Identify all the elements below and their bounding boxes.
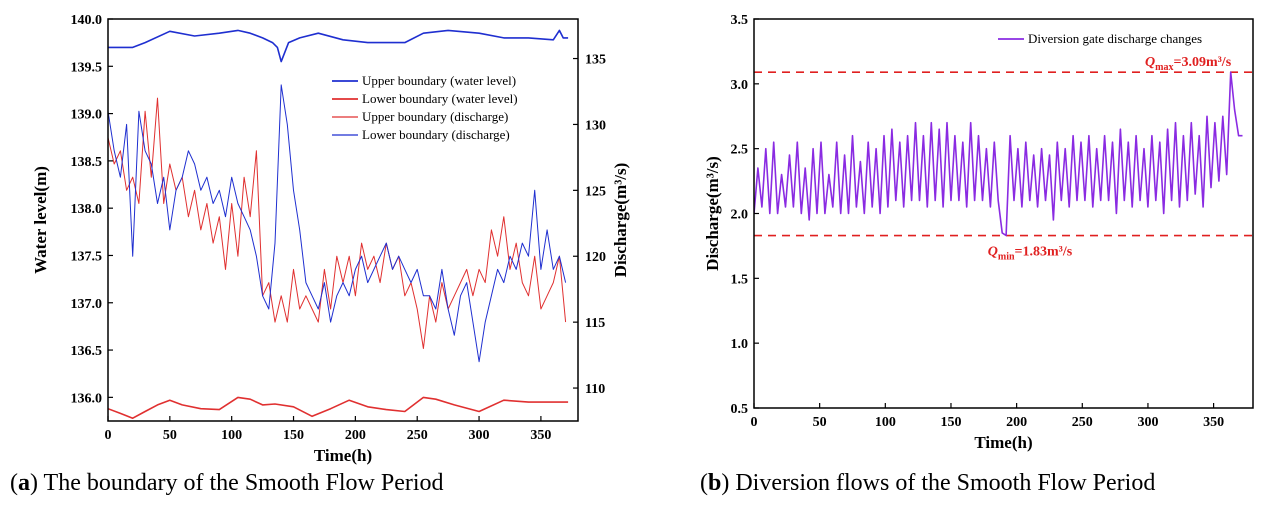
series-line-0 [108, 29, 569, 63]
y2-tick-label: 135 [585, 53, 606, 68]
y-tick-label: 138.5 [71, 155, 103, 170]
y-tick-label: 138.0 [71, 202, 103, 217]
legend-label-1: Lower boundary (water level) [362, 91, 518, 106]
x-axis-label: Time(h) [314, 446, 372, 465]
y-axis-label: Water level(m) [31, 166, 50, 274]
y2-tick-label: 110 [585, 382, 605, 397]
legend: Upper boundary (water level) Lower bounda… [332, 73, 518, 142]
y-tick-label: 0.5 [731, 402, 749, 417]
x-tick-label: 150 [940, 415, 961, 430]
series-line-1 [108, 396, 569, 420]
series-line-2 [108, 97, 567, 349]
x-tick-label: 300 [469, 428, 490, 443]
reference-label-1: Qmin=1.83m³/s [988, 245, 1073, 263]
legend: Diversion gate discharge changes [998, 31, 1202, 46]
y2-tick-label: 115 [585, 316, 605, 331]
x-tick-label: 300 [1137, 415, 1158, 430]
y-tick-label: 2.0 [731, 208, 749, 223]
y-tick-label: 136.5 [71, 344, 103, 359]
legend-label-0: Upper boundary (water level) [362, 73, 516, 88]
series-line-0 [754, 71, 1243, 237]
y-tick-label: 3.5 [731, 13, 749, 28]
x-tick-label: 100 [875, 415, 896, 430]
x-tick-label: 200 [345, 428, 366, 443]
chart-0: 0 50 100 150 200 250 300 350 136.0 136.5 137.0 137.… [31, 13, 630, 465]
y-tick-label: 139.5 [71, 60, 103, 75]
y-tick-label: 140.0 [71, 13, 103, 28]
y2-tick-label: 125 [585, 184, 606, 199]
y2-axis-label: Discharge(m³/s) [611, 163, 630, 278]
plot-frame [107, 18, 579, 422]
y-tick-label: 137.0 [71, 297, 103, 312]
plot-frame [753, 18, 1254, 409]
y-tick-label: 1.0 [731, 337, 749, 352]
x-tick-label: 0 [751, 415, 758, 430]
series-line-3 [108, 84, 567, 363]
legend-label-2: Upper boundary (discharge) [362, 109, 508, 124]
legend-label-0: Diversion gate discharge changes [1028, 31, 1202, 46]
y2-tick-label: 130 [585, 118, 606, 133]
reference-label-0: Qmax=3.09m³/s [1145, 55, 1232, 73]
y-tick-label: 136.0 [71, 391, 103, 406]
x-tick-label: 350 [530, 428, 551, 443]
x-tick-label: 50 [813, 415, 827, 430]
y-tick-label: 3.0 [731, 78, 749, 93]
x-tick-label: 100 [221, 428, 242, 443]
x-tick-label: 350 [1203, 415, 1224, 430]
x-tick-label: 150 [283, 428, 304, 443]
y-tick-label: 2.5 [731, 143, 749, 158]
x-axis-label: Time(h) [974, 433, 1032, 452]
y2-tick-label: 120 [585, 250, 606, 265]
x-tick-label: 250 [1072, 415, 1093, 430]
x-tick-label: 250 [407, 428, 428, 443]
x-tick-label: 200 [1006, 415, 1027, 430]
legend-label-3: Lower boundary (discharge) [362, 127, 510, 142]
y-tick-label: 137.5 [71, 249, 103, 264]
caption-a: (a) The boundary of the Smooth Flow Peri… [10, 470, 444, 496]
y-axis-label: Discharge(m³/s) [703, 156, 722, 271]
y-tick-label: 139.0 [71, 108, 103, 123]
y-tick-label: 1.5 [731, 272, 749, 287]
caption-b: (b) Diversion flows of the Smooth Flow P… [700, 470, 1156, 496]
x-tick-label: 50 [163, 428, 177, 443]
x-tick-label: 0 [105, 428, 112, 443]
chart-1: 0 50 100 150 200 250 300 350 0.5 1.0 1.5 2.0 2.5 3.0 3… [703, 13, 1254, 452]
